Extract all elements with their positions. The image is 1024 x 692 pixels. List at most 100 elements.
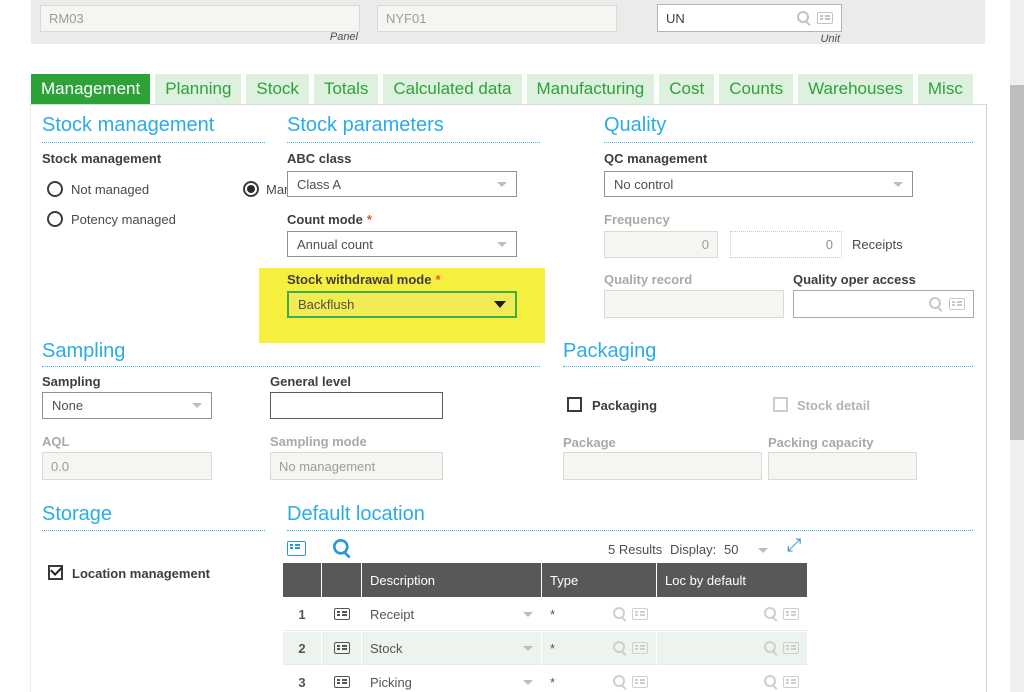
- location-management-checkbox[interactable]: [48, 565, 63, 580]
- quality-record-field: [604, 290, 784, 318]
- card-icon[interactable]: [783, 608, 799, 620]
- type-value: *: [550, 606, 556, 622]
- tab-calculated-data[interactable]: Calculated data: [383, 74, 522, 104]
- packaging-checkbox[interactable]: [567, 397, 582, 412]
- packing-capacity-label: Packing capacity: [768, 435, 874, 450]
- sampling-value: None: [52, 398, 84, 413]
- expand-icon[interactable]: ⤢: [787, 535, 802, 556]
- search-icon[interactable]: [613, 607, 627, 621]
- description-cell[interactable]: Picking: [362, 666, 541, 692]
- panel-field-1: [40, 5, 360, 32]
- search-icon[interactable]: [764, 607, 778, 621]
- aql-field: [42, 452, 212, 480]
- packaging-checkbox-label[interactable]: Packaging: [592, 398, 658, 413]
- chevron-down-icon: [192, 403, 202, 408]
- chevron-down-icon[interactable]: [758, 548, 768, 553]
- tab-cost[interactable]: Cost: [659, 74, 715, 104]
- quality-oper-access-label: Quality oper access: [793, 272, 916, 287]
- search-icon[interactable]: [764, 675, 778, 689]
- tab-misc[interactable]: Misc: [917, 74, 973, 104]
- stock-withdrawal-mode-value: Backflush: [298, 297, 355, 312]
- header-loc-by-default: Loc by default: [657, 563, 807, 597]
- search-icon[interactable]: [797, 11, 811, 25]
- row-number: 3: [283, 666, 321, 692]
- display-value[interactable]: 50: [724, 542, 739, 557]
- radio-managed[interactable]: [243, 181, 259, 197]
- card-icon[interactable]: [949, 298, 965, 310]
- chevron-down-icon: [523, 611, 533, 617]
- tab-planning[interactable]: Planning: [155, 74, 242, 104]
- count-mode-dropdown[interactable]: Annual count: [287, 231, 517, 257]
- sampling-label: Sampling: [42, 374, 101, 389]
- abc-class-dropdown[interactable]: Class A: [287, 171, 517, 197]
- frequency-value-1: [604, 231, 718, 258]
- card-icon[interactable]: [333, 676, 350, 688]
- grid-search-icon[interactable]: [333, 539, 351, 557]
- search-icon[interactable]: [613, 675, 627, 689]
- quality-oper-access-input[interactable]: [802, 296, 922, 312]
- tab-manufacturing[interactable]: Manufacturing: [526, 74, 655, 104]
- card-icon[interactable]: [632, 676, 648, 688]
- section-divider: [42, 142, 265, 143]
- default-location-table: Description Type Loc by default 1 Receip…: [283, 563, 807, 692]
- tab-warehouses[interactable]: Warehouses: [798, 74, 913, 104]
- stock-withdrawal-mode-dropdown[interactable]: Backflush: [287, 291, 517, 318]
- stock-detail-checkbox: [773, 397, 788, 412]
- description-cell[interactable]: Stock: [362, 632, 541, 665]
- type-cell[interactable]: *: [542, 598, 656, 631]
- radio-potency-managed-label[interactable]: Potency managed: [71, 212, 176, 227]
- card-icon[interactable]: [632, 608, 648, 620]
- card-icon[interactable]: [632, 642, 648, 654]
- radio-potency-managed[interactable]: [47, 211, 63, 227]
- section-title-stock-parameters: Stock parameters: [287, 114, 444, 136]
- sampling-dropdown[interactable]: None: [42, 392, 212, 419]
- tab-stock[interactable]: Stock: [246, 74, 309, 104]
- header-description: Description: [362, 563, 541, 597]
- tab-bar: Management Planning Stock Totals Calcula…: [31, 74, 973, 104]
- chevron-down-icon: [497, 181, 507, 187]
- table-header-row: Description Type Loc by default: [283, 563, 807, 597]
- general-level-input[interactable]: [270, 392, 443, 419]
- loc-by-default-cell[interactable]: [657, 632, 807, 665]
- unit-input[interactable]: [666, 10, 790, 26]
- loc-by-default-cell[interactable]: [657, 598, 807, 631]
- card-icon[interactable]: [783, 676, 799, 688]
- stock-management-field-label: Stock management: [42, 151, 162, 166]
- chevron-down-icon: [893, 181, 903, 187]
- card-view-icon[interactable]: [287, 541, 306, 556]
- description-cell[interactable]: Receipt: [362, 598, 541, 631]
- radio-not-managed-label[interactable]: Not managed: [71, 182, 150, 197]
- type-cell[interactable]: *: [542, 632, 656, 665]
- section-divider: [42, 530, 265, 531]
- chevron-down-icon: [497, 241, 507, 247]
- abc-class-label: ABC class: [287, 151, 352, 166]
- description-value: Receipt: [370, 606, 415, 622]
- tab-totals[interactable]: Totals: [313, 74, 379, 104]
- description-value: Stock: [370, 640, 403, 656]
- header-row-number: [283, 563, 321, 597]
- required-asterisk: *: [435, 272, 441, 287]
- loc-by-default-cell[interactable]: [657, 666, 807, 692]
- header-row-tools: [322, 563, 361, 597]
- tab-management[interactable]: Management: [31, 74, 151, 104]
- search-icon[interactable]: [613, 641, 627, 655]
- search-icon[interactable]: [929, 297, 943, 311]
- chevron-down-icon: [494, 301, 506, 308]
- card-icon[interactable]: [333, 608, 350, 620]
- card-icon[interactable]: [817, 12, 833, 24]
- results-count: 5 Results: [608, 542, 663, 557]
- card-icon[interactable]: [333, 642, 350, 654]
- tab-counts[interactable]: Counts: [719, 74, 794, 104]
- search-icon[interactable]: [764, 641, 778, 655]
- vertical-scrollbar-thumb[interactable]: [1010, 85, 1024, 440]
- sampling-mode-label: Sampling mode: [270, 434, 367, 449]
- type-cell[interactable]: *: [542, 666, 656, 692]
- frequency-label: Frequency: [604, 212, 670, 227]
- frequency-value-2[interactable]: [730, 231, 842, 258]
- aql-label: AQL: [42, 434, 70, 449]
- radio-not-managed[interactable]: [47, 181, 63, 197]
- qc-management-dropdown[interactable]: No control: [604, 171, 913, 197]
- location-management-label[interactable]: Location management: [72, 566, 210, 581]
- unit-label: Unit: [820, 33, 840, 45]
- card-icon[interactable]: [783, 642, 799, 654]
